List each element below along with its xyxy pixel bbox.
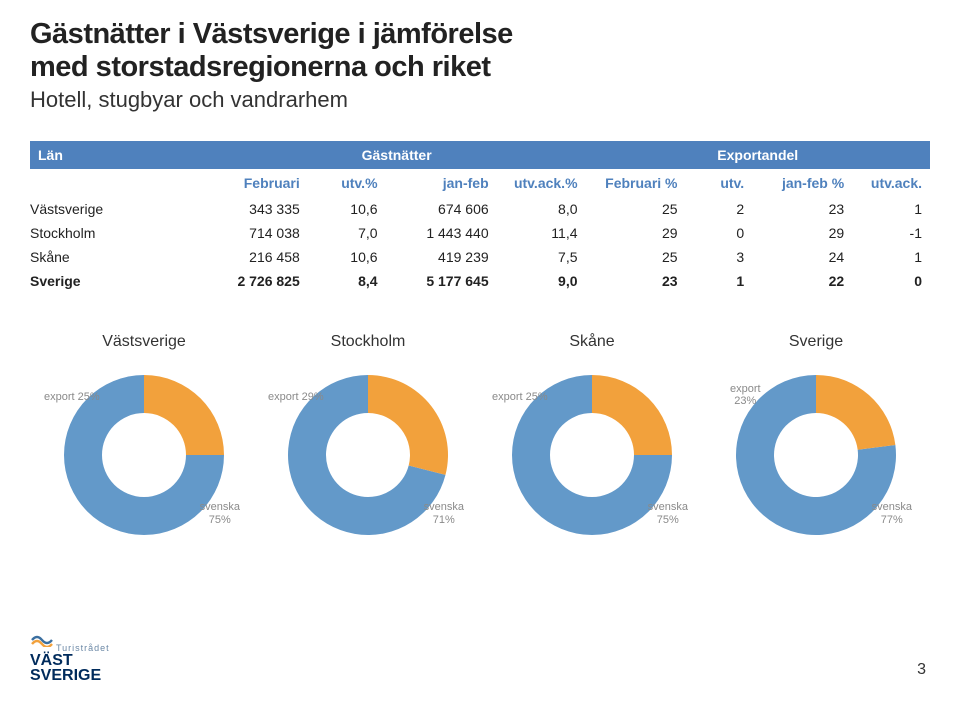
cell: 0 — [686, 221, 753, 245]
hdr2-4: Februari % — [586, 169, 686, 197]
hdr2-0: Februari — [208, 169, 308, 197]
cell: 1 443 440 — [386, 221, 497, 245]
hdr2-1: utv.% — [308, 169, 386, 197]
label-svenska: svenska75% — [200, 501, 240, 526]
slice-export — [592, 375, 672, 455]
chart-col: Västsverigeexport 25%svenska75% — [34, 333, 254, 545]
cell: 9,0 — [497, 269, 586, 293]
chart-col: Skåneexport 25%svenska75% — [482, 333, 702, 545]
cell: 10,6 — [308, 245, 386, 269]
cell: 25 — [586, 245, 686, 269]
hdr2-7: utv.ack. — [852, 169, 930, 197]
cell: 343 335 — [208, 197, 308, 221]
cell: 3 — [686, 245, 753, 269]
title-line1: Gästnätter i Västsverige i jämförelse — [30, 18, 930, 51]
label-svenska: svenska77% — [872, 501, 912, 526]
cell: 674 606 — [386, 197, 497, 221]
table-row: Skåne216 45810,6419 2397,5253241 — [30, 245, 930, 269]
cell: 25 — [586, 197, 686, 221]
cell: 2 — [686, 197, 753, 221]
slice-export — [368, 375, 448, 475]
hdr2-blank — [30, 169, 208, 197]
cell: 8,0 — [497, 197, 586, 221]
hdr-exp: Exportandel — [586, 141, 930, 169]
table-row: Stockholm714 0387,01 443 44011,429029-1 — [30, 221, 930, 245]
label-export: export23% — [730, 383, 761, 408]
donut-chart: export 25%svenska75% — [54, 365, 234, 545]
cell: 10,6 — [308, 197, 386, 221]
cell: 7,0 — [308, 221, 386, 245]
table-row: Sverige2 726 8258,45 177 6459,0231220 — [30, 269, 930, 293]
logo-sverige: SVERIGE — [30, 668, 110, 683]
cell: 8,4 — [308, 269, 386, 293]
row-name: Västsverige — [30, 197, 208, 221]
cell: 11,4 — [497, 221, 586, 245]
donut-chart: export 29%svenska71% — [278, 365, 458, 545]
chart-title: Stockholm — [258, 333, 478, 351]
subtitle: Hotell, stugbyar och vandrarhem — [30, 87, 930, 113]
charts-row: Västsverigeexport 25%svenska75%Stockholm… — [30, 333, 930, 545]
label-export: export 29% — [268, 391, 324, 404]
cell: 24 — [752, 245, 852, 269]
cell: -1 — [852, 221, 930, 245]
label-export: export 25% — [492, 391, 548, 404]
cell: 419 239 — [386, 245, 497, 269]
cell: 1 — [852, 197, 930, 221]
cell: 1 — [686, 269, 753, 293]
chart-title: Västsverige — [34, 333, 254, 351]
logo: Turistrådet VÄST SVERIGE — [30, 627, 110, 683]
hdr2-3: utv.ack.% — [497, 169, 586, 197]
slice-export — [144, 375, 224, 455]
cell: 216 458 — [208, 245, 308, 269]
cell: 29 — [586, 221, 686, 245]
cell: 5 177 645 — [386, 269, 497, 293]
hdr-lan: Län — [30, 141, 208, 169]
slice-export — [816, 375, 895, 450]
cell: 23 — [586, 269, 686, 293]
data-table: Län Gästnätter Exportandel Februari utv.… — [30, 141, 930, 293]
label-export: export 25% — [44, 391, 100, 404]
cell: 1 — [852, 245, 930, 269]
hdr2-5: utv. — [686, 169, 753, 197]
cell: 2 726 825 — [208, 269, 308, 293]
row-name: Skåne — [30, 245, 208, 269]
label-svenska: svenska75% — [648, 501, 688, 526]
row-name: Stockholm — [30, 221, 208, 245]
label-svenska: svenska71% — [424, 501, 464, 526]
hdr-gast: Gästnätter — [208, 141, 586, 169]
cell: 0 — [852, 269, 930, 293]
chart-title: Skåne — [482, 333, 702, 351]
row-name: Sverige — [30, 269, 208, 293]
logo-wave-icon — [30, 627, 58, 647]
hdr2-6: jan-feb % — [752, 169, 852, 197]
cell: 29 — [752, 221, 852, 245]
donut-chart: export 25%svenska75% — [502, 365, 682, 545]
chart-col: Stockholmexport 29%svenska71% — [258, 333, 478, 545]
donut-chart: export23%svenska77% — [726, 365, 906, 545]
page-number: 3 — [917, 661, 926, 679]
logo-vast: VÄST — [30, 653, 110, 668]
cell: 7,5 — [497, 245, 586, 269]
title-line2: med storstadsregionerna och riket — [30, 51, 930, 84]
chart-title: Sverige — [706, 333, 926, 351]
cell: 23 — [752, 197, 852, 221]
chart-col: Sverigeexport23%svenska77% — [706, 333, 926, 545]
table-row: Västsverige343 33510,6674 6068,0252231 — [30, 197, 930, 221]
cell: 22 — [752, 269, 852, 293]
cell: 714 038 — [208, 221, 308, 245]
hdr2-2: jan-feb — [386, 169, 497, 197]
